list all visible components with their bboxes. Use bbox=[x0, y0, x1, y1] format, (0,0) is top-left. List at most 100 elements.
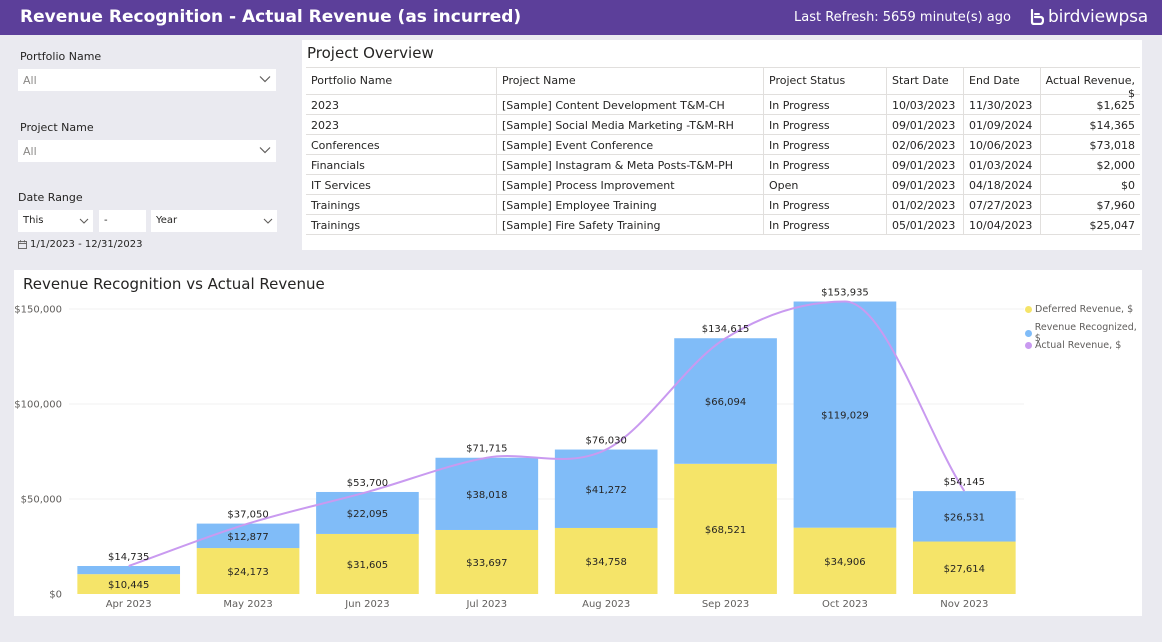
cell-end-date: 01/09/2024 bbox=[964, 115, 1041, 134]
cell-actual-revenue: $1,625 bbox=[1096, 99, 1136, 112]
y-tick-label: $150,000 bbox=[14, 305, 62, 316]
date-range-display: 1/1/2023 - 12/31/2023 bbox=[18, 239, 143, 250]
bar-deferred-revenue bbox=[793, 527, 897, 594]
data-label-recognized: $66,094 bbox=[705, 397, 746, 408]
cell-actual-revenue: $14,365 bbox=[1089, 119, 1136, 132]
cell-status: In Progress bbox=[764, 155, 887, 174]
date-unit-dropdown[interactable]: Year bbox=[151, 210, 277, 232]
app-header: Revenue Recognition - Actual Revenue (as… bbox=[0, 0, 1162, 35]
cell-end-date: 11/30/2023 bbox=[964, 95, 1041, 114]
x-tick-label: Aug 2023 bbox=[582, 599, 630, 610]
data-label-actual: $153,935 bbox=[821, 288, 869, 299]
chart-title: Revenue Recognition vs Actual Revenue bbox=[23, 275, 325, 293]
cell-project: [Sample] Content Development T&M-CH bbox=[497, 95, 764, 114]
data-label-recognized: $26,531 bbox=[944, 512, 985, 523]
chevron-down-icon bbox=[259, 76, 271, 83]
project-filter-dropdown[interactable]: All bbox=[18, 140, 276, 162]
cell-status: In Progress bbox=[764, 95, 887, 114]
data-label-actual: $54,145 bbox=[944, 477, 985, 488]
table-row[interactable]: 2023 [Sample] Content Development T&M-CH I… bbox=[306, 95, 1140, 115]
last-refresh-value: 5659 minute(s) ago bbox=[882, 10, 1011, 25]
date-range-value: 1/1/2023 - 12/31/2023 bbox=[30, 239, 143, 250]
bar-deferred-revenue bbox=[316, 533, 419, 594]
cell-status: Open bbox=[764, 175, 887, 194]
table-row[interactable]: IT Services [Sample] Process Improvement O… bbox=[306, 175, 1140, 195]
x-tick-label: Apr 2023 bbox=[106, 599, 152, 610]
column-header-start-date[interactable]: Start Date bbox=[887, 68, 964, 95]
data-label-recognized: $119,029 bbox=[821, 411, 869, 422]
table-row[interactable]: Trainings [Sample] Employee Training In Pr… bbox=[306, 195, 1140, 215]
legend-label-actual: Actual Revenue, $ bbox=[1035, 340, 1122, 351]
cell-start-date: 02/06/2023 bbox=[887, 135, 964, 154]
column-header-project[interactable]: Project Name bbox=[497, 68, 764, 95]
cell-project: [Sample] Instagram & Meta Posts-T&M-PH bbox=[497, 155, 764, 174]
table-row[interactable]: Trainings [Sample] Fire Safety Training In… bbox=[306, 215, 1140, 235]
data-label-recognized: $38,018 bbox=[466, 490, 507, 501]
cell-portfolio: Trainings bbox=[306, 195, 497, 214]
legend-item-deferred[interactable]: Deferred Revenue, $ bbox=[1025, 304, 1133, 315]
cell-actual-revenue: $7,960 bbox=[1096, 199, 1136, 212]
data-label-actual: $14,735 bbox=[108, 552, 149, 563]
data-label-deferred: $10,445 bbox=[108, 580, 149, 591]
revenue-chart-panel: $0 $50,000 $100,000 $150,000 $10,445 Apr 2023… bbox=[14, 270, 1142, 616]
column-header-portfolio[interactable]: Portfolio Name bbox=[306, 68, 497, 95]
cell-portfolio: Conferences bbox=[306, 135, 497, 154]
cell-status: In Progress bbox=[764, 135, 887, 154]
portfolio-filter-value: All bbox=[23, 74, 37, 87]
project-overview-title: Project Overview bbox=[307, 44, 434, 62]
column-header-status[interactable]: Project Status bbox=[764, 68, 887, 95]
data-label-deferred: $68,521 bbox=[705, 525, 746, 536]
project-overview-panel: Project Overview Portfolio Name Project … bbox=[302, 40, 1142, 250]
column-header-end-date[interactable]: End Date bbox=[964, 68, 1041, 95]
cell-portfolio: 2023 bbox=[306, 95, 497, 114]
x-tick-label: Nov 2023 bbox=[940, 599, 988, 610]
column-header-actual-revenue[interactable]: Actual Revenue, $ bbox=[1045, 74, 1135, 100]
date-count-input[interactable]: - bbox=[99, 210, 146, 232]
x-tick-label: Sep 2023 bbox=[702, 599, 749, 610]
chevron-down-icon bbox=[259, 147, 271, 154]
cell-project: [Sample] Event Conference bbox=[497, 135, 764, 154]
bar-revenue-recognized bbox=[435, 457, 539, 530]
cell-portfolio: Trainings bbox=[306, 215, 497, 234]
cell-status: In Progress bbox=[764, 195, 887, 214]
table-row[interactable]: 2023 [Sample] Social Media Marketing -T&M… bbox=[306, 115, 1140, 135]
x-tick-label: Jul 2023 bbox=[465, 599, 507, 610]
legend-dot-recognized bbox=[1025, 329, 1032, 337]
data-label-actual: $134,615 bbox=[702, 324, 750, 335]
chevron-down-icon bbox=[263, 218, 273, 224]
bar-revenue-recognized bbox=[554, 449, 658, 528]
table-row[interactable]: Financials [Sample] Instagram & Meta Post… bbox=[306, 155, 1140, 175]
cell-start-date: 01/02/2023 bbox=[887, 195, 964, 214]
date-relative-dropdown[interactable]: This bbox=[18, 210, 93, 232]
data-label-deferred: $24,173 bbox=[227, 567, 268, 578]
bar-revenue-recognized bbox=[77, 566, 181, 575]
birdview-logo: birdviewpsa bbox=[1030, 6, 1148, 28]
data-label-actual: $76,030 bbox=[586, 436, 627, 447]
y-tick-label: $0 bbox=[49, 590, 62, 601]
x-tick-label: Oct 2023 bbox=[822, 599, 868, 610]
cell-actual-revenue: $73,018 bbox=[1089, 139, 1136, 152]
portfolio-filter-dropdown[interactable]: All bbox=[18, 69, 276, 91]
portfolio-filter-label: Portfolio Name bbox=[20, 50, 102, 63]
cell-project: [Sample] Fire Safety Training bbox=[497, 215, 764, 234]
cell-portfolio: Financials bbox=[306, 155, 497, 174]
bar-revenue-recognized bbox=[793, 301, 897, 528]
cell-actual-revenue: $2,000 bbox=[1096, 159, 1136, 172]
bar-deferred-revenue bbox=[77, 574, 181, 594]
data-label-actual: $71,715 bbox=[466, 444, 507, 455]
legend-dot-deferred bbox=[1025, 306, 1032, 313]
project-filter-value: All bbox=[23, 145, 37, 158]
y-tick-label: $50,000 bbox=[21, 495, 62, 506]
legend-item-recognized[interactable]: Revenue Recognized, $ bbox=[1025, 322, 1142, 344]
last-refresh-label: Last Refresh: bbox=[794, 10, 879, 25]
data-label-recognized: $22,095 bbox=[347, 509, 388, 520]
cell-actual-revenue: $25,047 bbox=[1089, 219, 1136, 232]
cell-status: In Progress bbox=[764, 115, 887, 134]
cell-portfolio: IT Services bbox=[306, 175, 497, 194]
bar-deferred-revenue bbox=[912, 541, 1016, 594]
cell-end-date: 10/06/2023 bbox=[964, 135, 1041, 154]
table-row[interactable]: Conferences [Sample] Event Conference In P… bbox=[306, 135, 1140, 155]
legend-item-actual[interactable]: Actual Revenue, $ bbox=[1025, 340, 1121, 351]
date-count-value: - bbox=[104, 215, 108, 226]
bar-revenue-recognized bbox=[912, 491, 1016, 542]
